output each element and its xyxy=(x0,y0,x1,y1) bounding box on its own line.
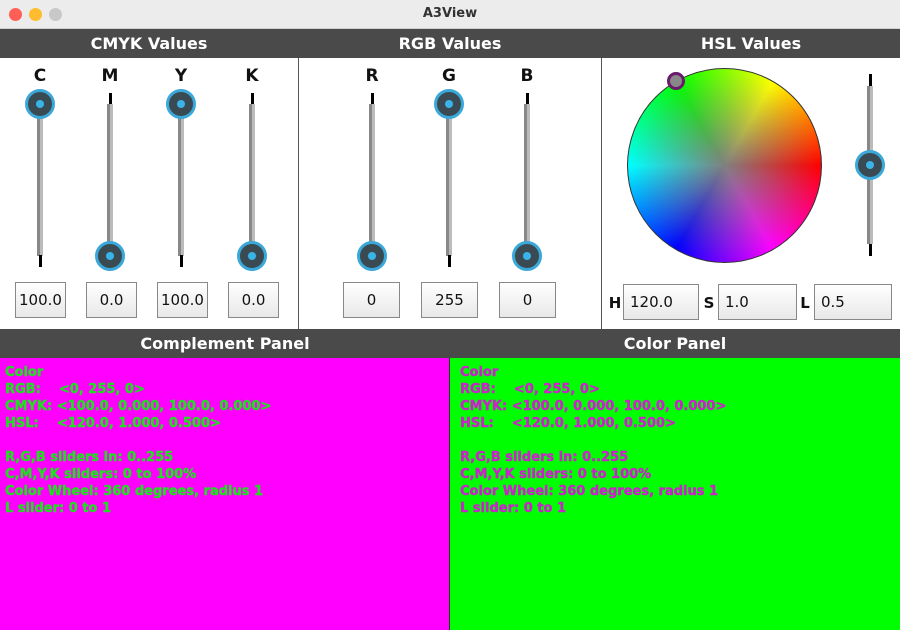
panel-line: Color xyxy=(5,365,44,380)
y-slider-knob[interactable] xyxy=(166,89,196,119)
color-header: Color Panel xyxy=(450,329,900,358)
hue-marker[interactable] xyxy=(667,72,685,90)
y-label: Y xyxy=(174,66,188,86)
hsl-header: HSL Values xyxy=(602,29,900,58)
panel-line: R,G,B sliders in: 0..255 xyxy=(460,450,629,465)
m-label: M xyxy=(101,66,119,86)
g-slider-knob[interactable] xyxy=(434,89,464,119)
h-label: H xyxy=(608,294,622,312)
panel-line: L slider: 0 to 1 xyxy=(460,501,567,516)
panel-line: Color Wheel: 360 degrees, radius 1 xyxy=(460,484,719,499)
lightness-slider-knob[interactable] xyxy=(855,150,885,180)
b-label: B xyxy=(520,66,534,86)
y-slider-track[interactable] xyxy=(178,104,184,256)
close-button[interactable] xyxy=(9,8,22,21)
panel-line xyxy=(5,432,444,449)
k-label: K xyxy=(245,66,259,86)
color-panel: Color RGB: <0, 255, 0> CMYK: <100.0, 0.000… xyxy=(450,358,900,630)
window-title: A3View xyxy=(422,6,478,21)
m-field[interactable]: 0.0 xyxy=(86,282,137,318)
r-label: R xyxy=(365,66,379,86)
m-slider-knob[interactable] xyxy=(95,241,125,271)
title-bar xyxy=(0,0,900,29)
panel-line: C,M,Y,K sliders: 0 to 100% xyxy=(5,467,197,482)
color-wheel[interactable] xyxy=(627,68,822,263)
k-slider-knob[interactable] xyxy=(237,241,267,271)
c-slider-track[interactable] xyxy=(37,104,43,256)
panel-line: HSL: <120.0, 1.000, 0.500> xyxy=(460,416,676,431)
g-label: G xyxy=(442,66,456,86)
r-slider-knob[interactable] xyxy=(357,241,387,271)
panel-line: HSL: <120.0, 1.000, 0.500> xyxy=(5,416,221,431)
h-field[interactable]: 120.0 xyxy=(623,284,699,320)
c-field[interactable]: 100.0 xyxy=(15,282,66,318)
b-slider-track[interactable] xyxy=(524,104,530,256)
b-slider-knob[interactable] xyxy=(512,241,542,271)
c-slider-knob[interactable] xyxy=(25,89,55,119)
panel-line: CMYK: <100.0, 0.000, 100.0, 0.000> xyxy=(460,399,727,414)
r-slider-track[interactable] xyxy=(369,104,375,256)
l-label: L xyxy=(800,294,810,312)
l-field[interactable]: 0.5 xyxy=(814,284,892,320)
complement-panel: Color RGB: <0, 255, 0> CMYK: <100.0, 0.000… xyxy=(0,358,449,630)
panel-line: Color Wheel: 360 degrees, radius 1 xyxy=(5,484,264,499)
panel-line: RGB: <0, 255, 0> xyxy=(5,382,145,397)
k-field[interactable]: 0.0 xyxy=(228,282,279,318)
g-field[interactable]: 255 xyxy=(421,282,478,318)
complement-header: Complement Panel xyxy=(0,329,450,358)
panel-line: CMYK: <100.0, 0.000, 100.0, 0.000> xyxy=(5,399,272,414)
s-label: S xyxy=(703,294,715,312)
c-label: C xyxy=(33,66,47,86)
cmyk-header: CMYK Values xyxy=(0,29,298,58)
r-field[interactable]: 0 xyxy=(343,282,400,318)
rgb-header: RGB Values xyxy=(298,29,602,58)
g-slider-track[interactable] xyxy=(446,104,452,256)
panel-line: R,G,B sliders in: 0..255 xyxy=(5,450,174,465)
s-field[interactable]: 1.0 xyxy=(718,284,797,320)
minimize-button[interactable] xyxy=(29,8,42,21)
panel-line: Color xyxy=(460,365,499,380)
panel-line: C,M,Y,K sliders: 0 to 100% xyxy=(460,467,652,482)
panel-line: RGB: <0, 255, 0> xyxy=(460,382,600,397)
panel-line xyxy=(460,432,890,449)
b-field[interactable]: 0 xyxy=(499,282,556,318)
k-slider-track[interactable] xyxy=(249,104,255,256)
y-field[interactable]: 100.0 xyxy=(157,282,208,318)
m-slider-track[interactable] xyxy=(107,104,113,256)
panel-line: L slider: 0 to 1 xyxy=(5,501,112,516)
zoom-button[interactable] xyxy=(49,8,62,21)
